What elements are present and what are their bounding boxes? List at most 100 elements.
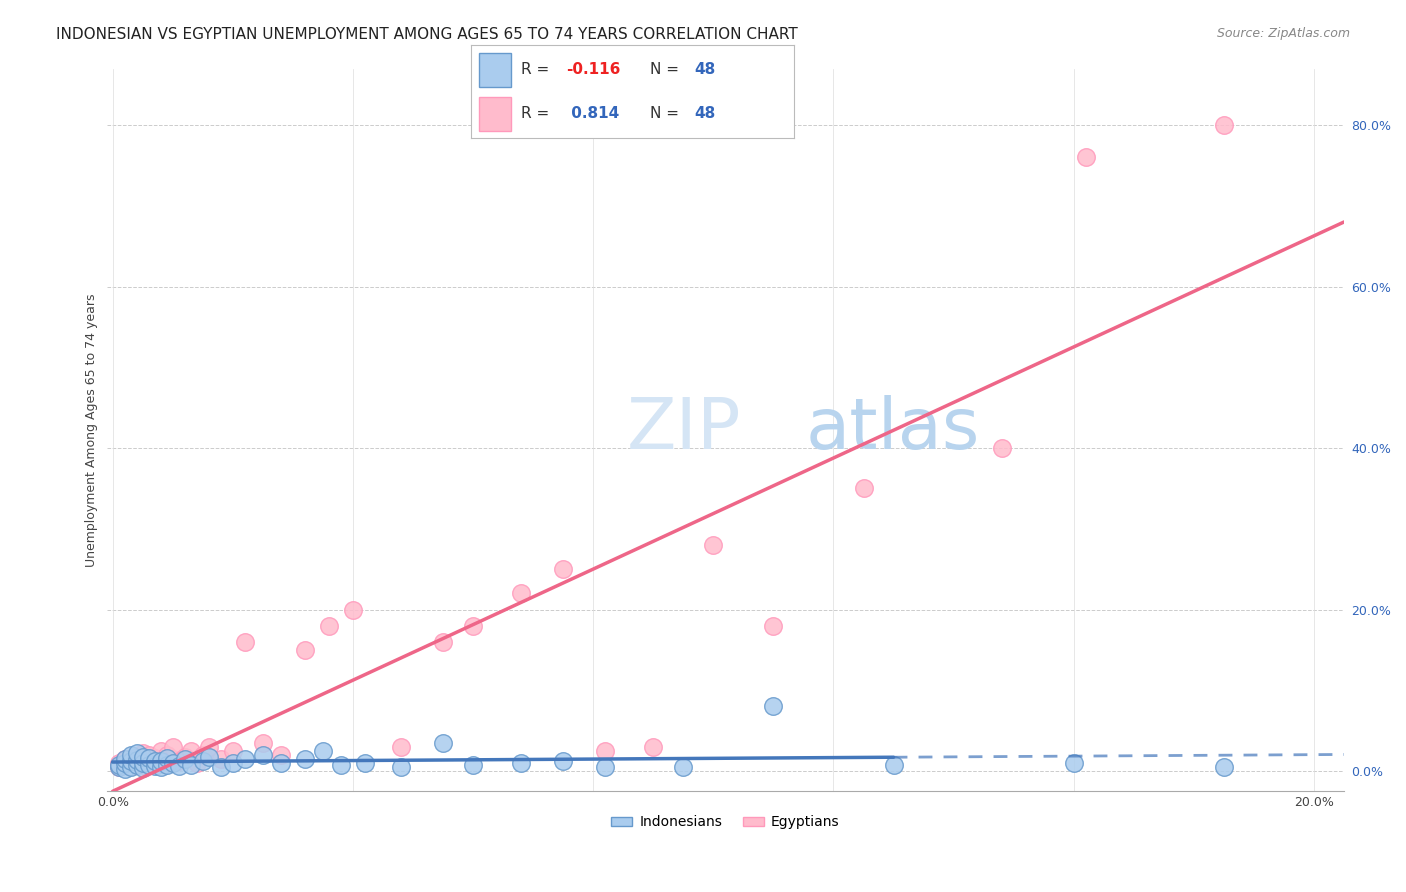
Point: [702, 538, 724, 552]
Point: [125, 747, 148, 761]
Text: 20.0%: 20.0%: [1294, 796, 1334, 809]
Point: [167, 759, 190, 773]
Point: [131, 747, 153, 761]
Point: [294, 643, 316, 657]
Point: [162, 739, 184, 754]
Point: [107, 760, 129, 774]
Point: [143, 759, 166, 773]
Point: [143, 751, 166, 765]
Point: [114, 752, 136, 766]
Point: [461, 618, 484, 632]
Point: [389, 760, 412, 774]
Point: [252, 747, 274, 762]
Point: [173, 749, 195, 764]
Text: INDONESIAN VS EGYPTIAN UNEMPLOYMENT AMONG AGES 65 TO 74 YEARS CORRELATION CHART: INDONESIAN VS EGYPTIAN UNEMPLOYMENT AMON…: [56, 27, 799, 42]
Point: [762, 699, 785, 714]
Point: [672, 760, 695, 774]
Point: [209, 760, 232, 774]
Point: [762, 618, 785, 632]
Point: [233, 752, 256, 766]
Point: [553, 562, 575, 576]
Point: [643, 739, 665, 754]
Point: [389, 739, 412, 754]
Point: [1212, 760, 1234, 774]
Point: [432, 736, 454, 750]
Text: 48: 48: [695, 106, 716, 121]
Text: Source: ZipAtlas.com: Source: ZipAtlas.com: [1216, 27, 1350, 40]
Point: [125, 749, 148, 764]
Point: [270, 747, 292, 762]
Point: [197, 749, 219, 764]
Text: atlas: atlas: [806, 395, 980, 465]
Point: [138, 747, 160, 762]
Point: [131, 749, 153, 764]
Text: -0.116: -0.116: [567, 62, 621, 78]
Point: [883, 757, 905, 772]
Point: [318, 618, 340, 632]
Point: [173, 752, 195, 766]
Point: [1063, 756, 1085, 770]
Point: [312, 744, 335, 758]
FancyBboxPatch shape: [479, 97, 512, 131]
Text: N =: N =: [651, 62, 685, 78]
Point: [125, 756, 148, 770]
Point: [270, 756, 292, 770]
Point: [107, 760, 129, 774]
Point: [156, 756, 179, 770]
Point: [114, 757, 136, 772]
Point: [354, 756, 377, 770]
Point: [593, 760, 616, 774]
Point: [149, 760, 172, 774]
Point: [149, 755, 172, 769]
Point: [252, 736, 274, 750]
Point: [510, 756, 533, 770]
Point: [167, 755, 190, 769]
Point: [510, 586, 533, 600]
Y-axis label: Unemployment Among Ages 65 to 74 years: Unemployment Among Ages 65 to 74 years: [86, 293, 98, 566]
Point: [461, 757, 484, 772]
Point: [120, 755, 142, 769]
Text: ZIP: ZIP: [626, 395, 741, 465]
Point: [131, 753, 153, 767]
Point: [162, 752, 184, 766]
Point: [1074, 150, 1097, 164]
Point: [990, 441, 1012, 455]
Point: [120, 759, 142, 773]
Point: [131, 757, 153, 772]
Point: [156, 747, 179, 762]
Point: [107, 757, 129, 772]
Point: [114, 756, 136, 770]
Point: [191, 755, 214, 769]
Point: [593, 744, 616, 758]
Point: [197, 739, 219, 754]
Point: [222, 756, 245, 770]
Point: [186, 756, 208, 770]
FancyBboxPatch shape: [479, 53, 512, 87]
Point: [125, 758, 148, 772]
Point: [180, 744, 202, 758]
Point: [114, 762, 136, 776]
Point: [143, 757, 166, 772]
Point: [120, 747, 142, 762]
Point: [329, 757, 352, 772]
Point: [294, 752, 316, 766]
Point: [149, 755, 172, 769]
Point: [143, 754, 166, 768]
Point: [342, 602, 364, 616]
Point: [138, 756, 160, 770]
Point: [138, 751, 160, 765]
Point: [209, 752, 232, 766]
Point: [125, 753, 148, 767]
Point: [156, 757, 179, 772]
Text: R =: R =: [522, 106, 554, 121]
Point: [138, 757, 160, 772]
Point: [149, 744, 172, 758]
Point: [852, 482, 875, 496]
Point: [233, 635, 256, 649]
Point: [114, 752, 136, 766]
Point: [180, 757, 202, 772]
Point: [191, 747, 214, 762]
Point: [107, 756, 129, 770]
Point: [432, 635, 454, 649]
Point: [222, 744, 245, 758]
